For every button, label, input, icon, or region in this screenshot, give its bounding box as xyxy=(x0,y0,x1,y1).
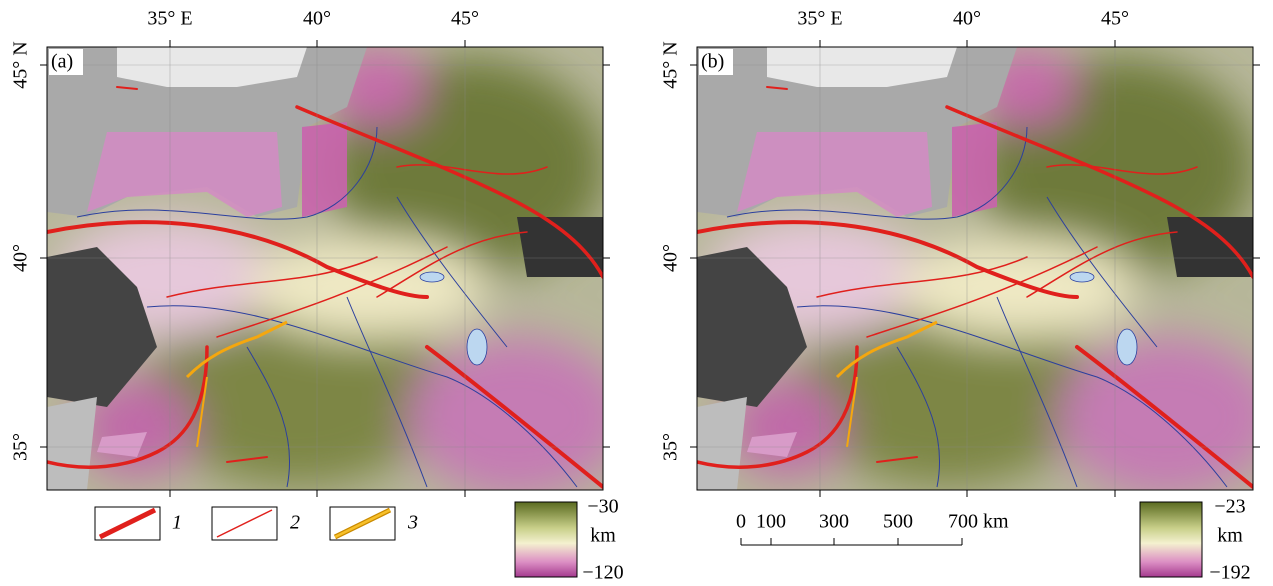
x-label: 40° xyxy=(953,8,981,30)
colorbar-unit: km xyxy=(590,525,616,547)
colorbar-a: −30 km −120 xyxy=(515,496,624,584)
scale-label: 700 km xyxy=(948,511,1009,533)
colorbar-b: −23 km −192 xyxy=(1140,496,1251,584)
scale-label: 100 xyxy=(756,511,786,533)
x-label: 40° xyxy=(303,8,331,30)
y-label: 40° xyxy=(660,244,682,272)
scale-label: 300 xyxy=(819,511,849,533)
panel-b: (b) 35° E 40° 45° 45° N 40° 35° xyxy=(660,8,1273,497)
y-label: 40° xyxy=(10,244,32,272)
panel-label: (b) xyxy=(701,51,724,73)
colorbar-top: −30 xyxy=(587,496,618,518)
legend: 1 2 3 xyxy=(95,507,418,540)
x-label: 45° xyxy=(451,8,479,30)
x-label: 35° E xyxy=(147,8,192,30)
scale-bar: 0 100 300 500 700 km xyxy=(736,511,1009,545)
panel-label: (a) xyxy=(51,51,73,73)
legend-label: 2 xyxy=(290,512,300,534)
colorbar-bottom: −192 xyxy=(1209,562,1250,584)
x-label: 45° xyxy=(1101,8,1129,30)
scale-label: 500 xyxy=(883,511,913,533)
panel-a: (a) 35° E 40° 45° 45° N 40° 35° xyxy=(10,8,627,497)
colorbar-top: −23 xyxy=(1214,496,1245,518)
figure: (a) 35° E 40° 45° 45° N 40° 35° (b) 35° … xyxy=(0,0,1273,586)
colorbar-unit: km xyxy=(1217,525,1243,547)
scale-label: 0 xyxy=(736,511,746,533)
y-label: 45° N xyxy=(10,41,32,88)
y-label: 35° xyxy=(660,433,682,461)
legend-label: 1 xyxy=(172,512,182,534)
y-label: 35° xyxy=(10,433,32,461)
y-label: 45° N xyxy=(660,41,682,88)
colorbar-bottom: −120 xyxy=(582,562,623,584)
legend-label: 3 xyxy=(407,512,418,534)
x-label: 35° E xyxy=(797,8,842,30)
